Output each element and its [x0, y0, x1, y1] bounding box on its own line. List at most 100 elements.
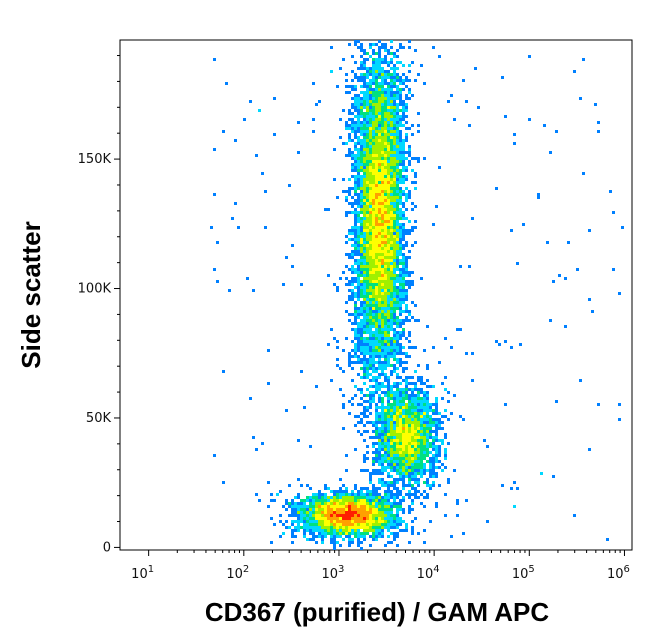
- density-cell: [408, 163, 411, 166]
- density-cell: [342, 370, 345, 373]
- density-cell: [378, 397, 381, 400]
- density-cell: [366, 274, 369, 277]
- density-cell: [399, 424, 402, 427]
- density-cell: [438, 445, 441, 448]
- density-cell: [288, 484, 291, 487]
- density-cell: [381, 199, 384, 202]
- density-cell: [402, 148, 405, 151]
- density-cell: [390, 82, 393, 85]
- density-cell: [375, 133, 378, 136]
- density-cell: [366, 328, 369, 331]
- density-cell: [402, 214, 405, 217]
- density-cell: [387, 202, 390, 205]
- density-cell: [366, 508, 369, 511]
- density-cell: [342, 394, 345, 397]
- density-cell: [390, 229, 393, 232]
- density-cell: [441, 415, 444, 418]
- density-cell: [375, 427, 378, 430]
- density-cell: [372, 457, 375, 460]
- density-cell: [390, 295, 393, 298]
- density-cell: [381, 391, 384, 394]
- density-cell: [333, 490, 336, 493]
- density-cell: [411, 427, 414, 430]
- density-cell: [504, 403, 507, 406]
- density-cell: [372, 511, 375, 514]
- density-cell: [381, 253, 384, 256]
- density-cell: [405, 424, 408, 427]
- density-cell: [399, 151, 402, 154]
- density-cell: [360, 61, 363, 64]
- density-cell: [363, 307, 366, 310]
- density-cell: [372, 487, 375, 490]
- density-cell: [372, 493, 375, 496]
- density-cell: [312, 511, 315, 514]
- density-cell: [372, 361, 375, 364]
- density-cell: [390, 406, 393, 409]
- density-cell: [390, 199, 393, 202]
- density-cell: [423, 415, 426, 418]
- density-cell: [300, 499, 303, 502]
- density-cell: [357, 313, 360, 316]
- density-cell: [312, 118, 315, 121]
- density-cell: [357, 94, 360, 97]
- density-cell: [402, 229, 405, 232]
- density-cell: [423, 529, 426, 532]
- density-cell: [402, 169, 405, 172]
- density-cell: [372, 499, 375, 502]
- density-cell: [366, 193, 369, 196]
- density-cell: [399, 247, 402, 250]
- density-cell: [372, 379, 375, 382]
- density-cell: [354, 526, 357, 529]
- density-cell: [345, 127, 348, 130]
- density-cell: [396, 472, 399, 475]
- density-cell: [369, 367, 372, 370]
- density-cell: [360, 256, 363, 259]
- density-cell: [336, 496, 339, 499]
- density-cell: [363, 136, 366, 139]
- density-cell: [384, 409, 387, 412]
- density-cell: [402, 202, 405, 205]
- density-cell: [381, 250, 384, 253]
- density-cell: [345, 211, 348, 214]
- density-cell: [390, 133, 393, 136]
- density-cell: [369, 316, 372, 319]
- density-cell: [363, 259, 366, 262]
- density-cell: [387, 400, 390, 403]
- density-cell: [369, 514, 372, 517]
- density-cell: [402, 265, 405, 268]
- density-cell: [357, 121, 360, 124]
- density-cell: [378, 250, 381, 253]
- density-cell: [402, 301, 405, 304]
- density-cell: [330, 532, 333, 535]
- density-cell: [291, 265, 294, 268]
- density-cell: [375, 145, 378, 148]
- density-cell: [360, 247, 363, 250]
- density-cell: [378, 451, 381, 454]
- density-cell: [393, 493, 396, 496]
- density-cell: [396, 235, 399, 238]
- density-cell: [375, 202, 378, 205]
- density-cell: [333, 502, 336, 505]
- density-cell: [354, 88, 357, 91]
- density-cell: [396, 298, 399, 301]
- density-cell: [399, 490, 402, 493]
- density-cell: [354, 244, 357, 247]
- density-cell: [378, 40, 381, 43]
- density-cell: [372, 460, 375, 463]
- density-cell: [405, 523, 408, 526]
- density-cell: [369, 217, 372, 220]
- density-cell: [348, 364, 351, 367]
- density-cell: [390, 205, 393, 208]
- density-cell: [408, 490, 411, 493]
- density-cell: [387, 436, 390, 439]
- density-cell: [414, 427, 417, 430]
- density-cell: [363, 532, 366, 535]
- density-cell: [351, 280, 354, 283]
- density-cell: [381, 190, 384, 193]
- density-cell: [399, 337, 402, 340]
- density-cell: [351, 253, 354, 256]
- density-cell: [378, 433, 381, 436]
- density-cell: [369, 100, 372, 103]
- density-cell: [411, 502, 414, 505]
- density-cell: [390, 190, 393, 193]
